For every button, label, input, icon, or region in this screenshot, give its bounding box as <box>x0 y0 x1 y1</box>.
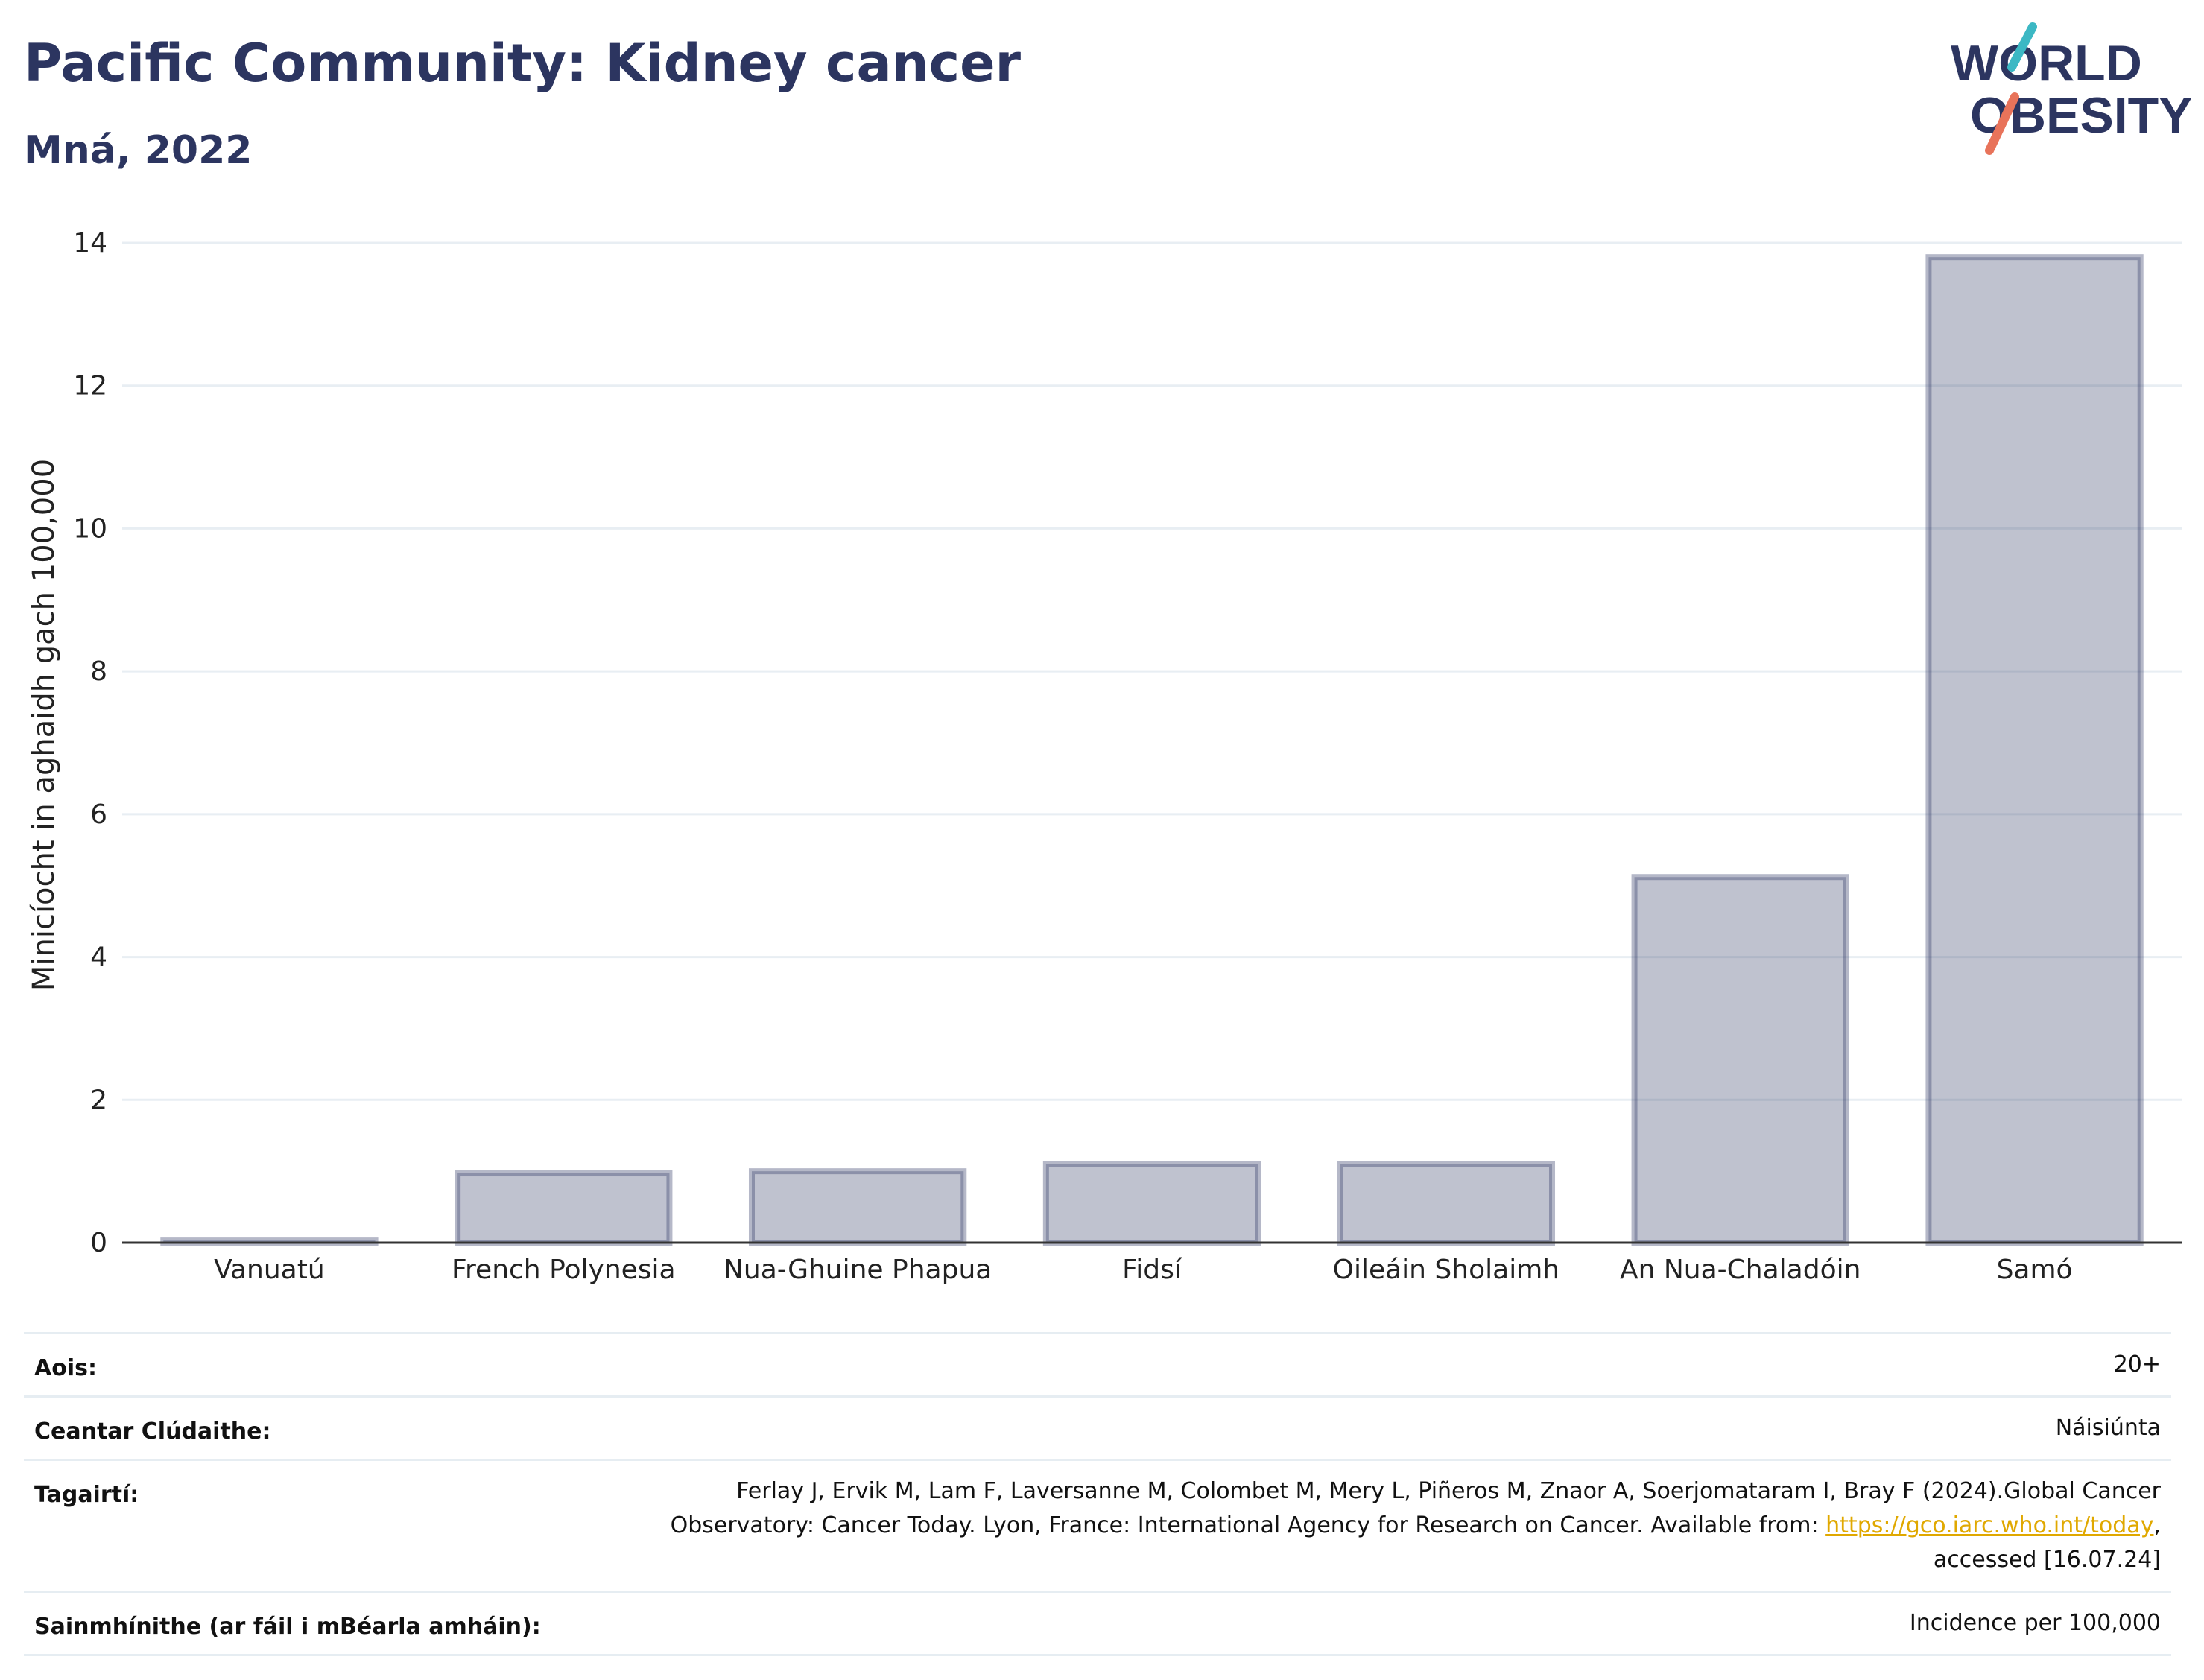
y-tick-label: 4 <box>90 942 107 973</box>
age-label: Aois: <box>34 1355 97 1381</box>
info-table: Aois: 20+ Ceantar Clúdaithe: Náisiúnta T… <box>24 1332 2171 1656</box>
references-text-4: accessed [16.07.24] <box>1933 1547 2161 1573</box>
bar-4[interactable] <box>1042 1161 1261 1246</box>
x-tick-label: French Polynesia <box>452 1255 676 1285</box>
y-tick-label: 12 <box>73 371 107 402</box>
y-axis-label: Minicíocht in aghaidh gach 100,000 <box>27 459 61 991</box>
bar-2[interactable] <box>455 1170 673 1246</box>
y-tick-label: 6 <box>90 799 107 830</box>
x-tick-label: Vanuatú <box>214 1255 325 1285</box>
x-axis-ticks: Vanuatú French Polynesia Nua-Ghuine Phapua… <box>214 1255 2072 1285</box>
bar-3[interactable] <box>748 1168 967 1246</box>
svg-text:WORLD: WORLD <box>1951 35 2142 92</box>
references-link[interactable]: https://gco.iarc.who.int/today <box>1825 1512 2154 1538</box>
x-tick-label: Oileáin Sholaimh <box>1333 1255 1559 1285</box>
x-tick-label: An Nua-Chaladóin <box>1620 1255 1861 1285</box>
world-obesity-logo: WORLD OBESITY <box>1951 22 2191 155</box>
x-tick-label: Samó <box>1997 1255 2073 1285</box>
info-row-coverage: Ceantar Clúdaithe: Náisiúnta <box>24 1395 2171 1459</box>
definitions-value: Incidence per 100,000 <box>1909 1610 2161 1636</box>
info-row-age: Aois: 20+ <box>24 1332 2171 1395</box>
y-tick-label: 8 <box>90 656 107 687</box>
x-tick-label: Fidsí <box>1122 1255 1182 1285</box>
y-tick-label: 10 <box>73 513 107 544</box>
chart-title: Pacific Community: Kidney cancer <box>24 33 1022 94</box>
info-row-definitions: Sainmhínithe (ar fáil i mBéarla amháin):… <box>24 1591 2171 1656</box>
x-tick-label: Nua-Ghuine Phapua <box>723 1255 992 1285</box>
definitions-label: Sainmhínithe (ar fáil i mBéarla amháin): <box>34 1614 541 1640</box>
bar-6[interactable] <box>1631 874 1849 1246</box>
bar-7[interactable] <box>1925 254 2144 1246</box>
coverage-value: Náisiúnta <box>2055 1415 2161 1441</box>
bar-5[interactable] <box>1337 1161 1556 1246</box>
references-value: Ferlay J, Ervik M, Lam F, Laversanne M, … <box>671 1461 2161 1591</box>
gridlines <box>122 241 2182 1101</box>
y-tick-label: 0 <box>90 1228 107 1258</box>
references-text-2: Observatory: Cancer Today. Lyon, France:… <box>670 1512 1819 1538</box>
bars <box>160 254 2144 1246</box>
age-value: 20+ <box>2113 1351 2161 1378</box>
references-text-1: Ferlay J, Ervik M, Lam F, Laversanne M, … <box>736 1478 2161 1504</box>
references-label: Tagairtí: <box>34 1482 139 1508</box>
bar-chart: 0 2 4 6 8 10 12 14 Vanuatú French Polynesia Nua-G… <box>27 228 2182 1285</box>
y-tick-label: 14 <box>73 228 107 259</box>
references-comma: , <box>2153 1512 2161 1538</box>
y-tick-label: 2 <box>90 1085 107 1115</box>
y-axis-ticks: 0 2 4 6 8 10 12 14 <box>73 228 107 1258</box>
chart-subtitle: Mná, 2022 <box>24 128 253 173</box>
info-row-references: Tagairtí: Ferlay J, Ervik M, Lam F, Lave… <box>24 1459 2171 1591</box>
coverage-label: Ceantar Clúdaithe: <box>34 1419 271 1445</box>
